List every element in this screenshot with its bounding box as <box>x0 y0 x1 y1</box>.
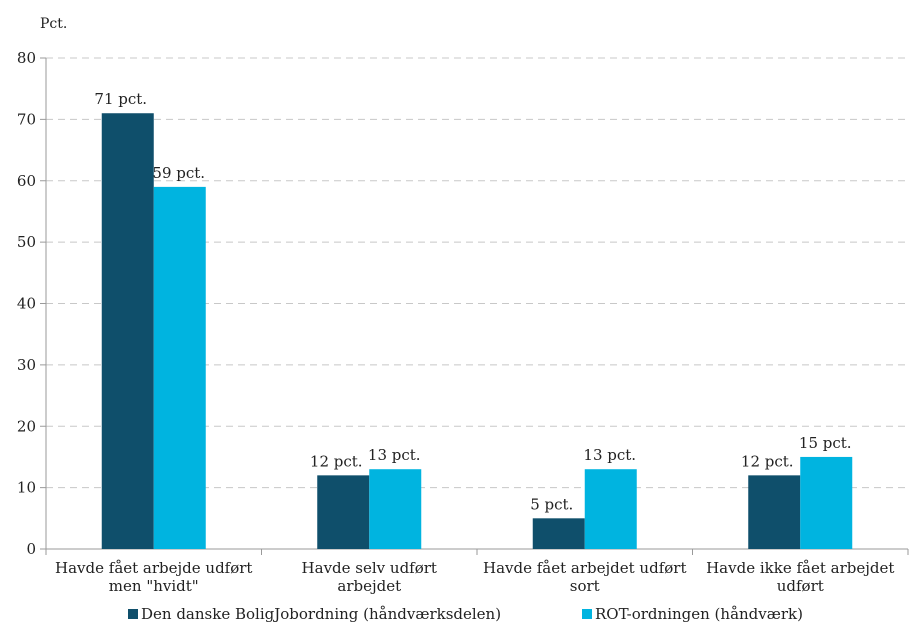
bar <box>369 469 422 549</box>
category-labels: Havde fået arbejde udført men "hvidt"Havd… <box>55 559 894 595</box>
y-tick-label: 80 <box>17 49 36 67</box>
legend-swatch <box>582 609 592 619</box>
y-axis-unit-label: Pct. <box>40 16 67 32</box>
legend-swatch <box>128 609 138 619</box>
category-label-line: udført <box>777 577 824 595</box>
data-label: 5 pct. <box>530 495 573 513</box>
bar <box>800 456 853 549</box>
y-tick-label: 70 <box>17 110 36 128</box>
category-label-line: Havde fået arbejdet udført <box>483 559 686 577</box>
data-labels: 71 pct. 59 pct. 12 pct. 13 pct. 5 pct. 13 pct… <box>94 90 851 513</box>
data-label: 12 pct. <box>741 452 794 470</box>
y-tick-label: 0 <box>26 540 36 558</box>
category-label-line: Havde fået arbejde udført <box>55 559 252 577</box>
legend: Den danske BoligJobordning (håndværksdel… <box>128 605 803 623</box>
category-label: Havde selv udført arbejdet <box>302 559 437 595</box>
bar <box>584 469 637 549</box>
y-tick-label: 20 <box>17 417 36 435</box>
bars <box>101 113 853 550</box>
category-label-line: arbejdet <box>337 577 401 595</box>
y-tick-label: 60 <box>17 172 36 190</box>
legend-label: ROT-ordningen (håndværk) <box>595 605 803 623</box>
y-tick-label: 50 <box>17 233 36 251</box>
y-tick-label: 10 <box>17 479 36 497</box>
category-label-line: men "hvidt" <box>109 577 199 595</box>
category-label: Havde ikke fået arbejdet udført <box>706 559 894 595</box>
bar <box>317 475 370 549</box>
data-label: 12 pct. <box>310 452 363 470</box>
data-label: 15 pct. <box>799 434 852 452</box>
y-tick-label: 40 <box>17 295 36 313</box>
bar <box>532 518 585 549</box>
category-label-line: Havde selv udført <box>302 559 437 577</box>
bar <box>101 113 154 550</box>
data-label: 13 pct. <box>583 446 636 464</box>
y-tick-label: 30 <box>17 356 36 374</box>
data-label: 71 pct. <box>94 90 147 108</box>
category-label: Havde fået arbejde udført men "hvidt" <box>55 559 252 595</box>
category-label: Havde fået arbejdet udført sort <box>483 559 686 595</box>
data-label: 59 pct. <box>152 164 205 182</box>
bar <box>748 475 801 549</box>
category-label-line: Havde ikke fået arbejdet <box>706 559 894 577</box>
bar <box>153 186 206 549</box>
data-label: 13 pct. <box>368 446 421 464</box>
legend-label: Den danske BoligJobordning (håndværksdel… <box>141 605 501 623</box>
category-label-line: sort <box>570 577 600 595</box>
